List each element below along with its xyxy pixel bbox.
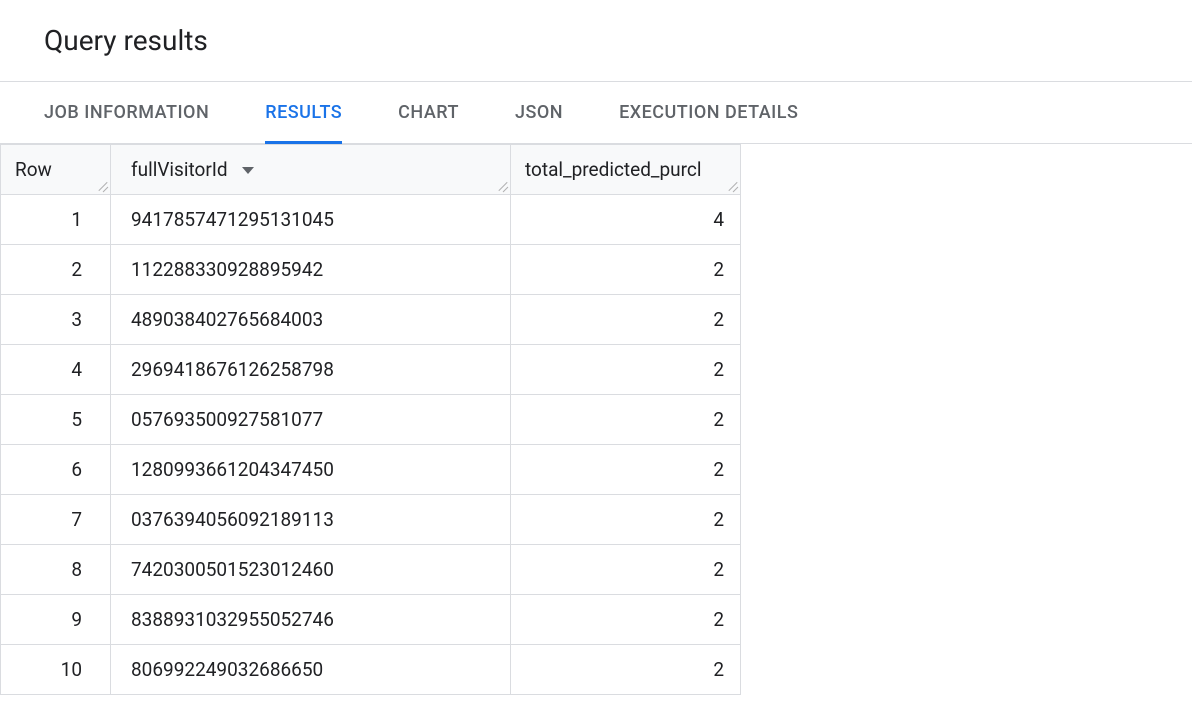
cell-row-number: 2 — [1, 245, 111, 295]
column-header-label: Row — [15, 158, 52, 181]
cell-row-number: 1 — [1, 195, 111, 245]
tab-job-information[interactable]: JOB INFORMATION — [44, 82, 209, 143]
table-row: 108069922490326866502 — [1, 645, 741, 695]
cell-fullvisitorid: 7420300501523012460 — [111, 545, 511, 595]
column-header-row[interactable]: Row — [1, 145, 111, 195]
cell-total-predicted: 2 — [511, 345, 741, 395]
tab-execution-details[interactable]: EXECUTION DETAILS — [619, 82, 798, 143]
table-row: 50576935009275810772 — [1, 395, 741, 445]
cell-total-predicted: 2 — [511, 445, 741, 495]
cell-fullvisitorid: 9417857471295131045 — [111, 195, 511, 245]
cell-total-predicted: 2 — [511, 545, 741, 595]
column-header-fullvisitorid[interactable]: fullVisitorId — [111, 145, 511, 195]
cell-total-predicted: 2 — [511, 645, 741, 695]
cell-row-number: 4 — [1, 345, 111, 395]
cell-fullvisitorid: 8388931032955052746 — [111, 595, 511, 645]
cell-row-number: 10 — [1, 645, 111, 695]
table-row: 21122883309288959422 — [1, 245, 741, 295]
cell-total-predicted: 2 — [511, 245, 741, 295]
cell-row-number: 7 — [1, 495, 111, 545]
column-header-label: fullVisitorId — [131, 158, 228, 181]
resize-handle-icon — [724, 178, 738, 192]
cell-row-number: 6 — [1, 445, 111, 495]
cell-fullvisitorid: 2969418676126258798 — [111, 345, 511, 395]
table-row: 703763940560921891132 — [1, 495, 741, 545]
table-row: 612809936612043474502 — [1, 445, 741, 495]
table-body: 1941785747129513104542112288330928895942… — [1, 195, 741, 695]
cell-fullvisitorid: 057693500927581077 — [111, 395, 511, 445]
resize-handle-icon — [494, 178, 508, 192]
cell-fullvisitorid: 1280993661204347450 — [111, 445, 511, 495]
column-header-label: total_predicted_purcl — [525, 158, 701, 181]
cell-fullvisitorid: 112288330928895942 — [111, 245, 511, 295]
cell-total-predicted: 2 — [511, 295, 741, 345]
cell-fullvisitorid: 806992249032686650 — [111, 645, 511, 695]
query-results-panel: Query results JOB INFORMATION RESULTS CH… — [0, 0, 1192, 695]
cell-total-predicted: 2 — [511, 395, 741, 445]
cell-fullvisitorid: 0376394056092189113 — [111, 495, 511, 545]
page-title: Query results — [0, 0, 1192, 81]
tab-results[interactable]: RESULTS — [265, 82, 342, 143]
cell-total-predicted: 2 — [511, 595, 741, 645]
table-row: 194178574712951310454 — [1, 195, 741, 245]
tab-chart[interactable]: CHART — [398, 82, 459, 143]
table-row: 34890384027656840032 — [1, 295, 741, 345]
cell-fullvisitorid: 489038402765684003 — [111, 295, 511, 345]
table-row: 983889310329550527462 — [1, 595, 741, 645]
column-header-total-predicted[interactable]: total_predicted_purcl — [511, 145, 741, 195]
cell-row-number: 9 — [1, 595, 111, 645]
cell-total-predicted: 4 — [511, 195, 741, 245]
table-header-row: Row fullVisitorId total_predicted_purcl — [1, 145, 741, 195]
results-table: Row fullVisitorId total_predicted_purcl — [0, 144, 741, 695]
table-row: 874203005015230124602 — [1, 545, 741, 595]
tab-json[interactable]: JSON — [515, 82, 563, 143]
tabs-bar: JOB INFORMATION RESULTS CHART JSON EXECU… — [0, 81, 1192, 144]
cell-total-predicted: 2 — [511, 495, 741, 545]
cell-row-number: 3 — [1, 295, 111, 345]
cell-row-number: 8 — [1, 545, 111, 595]
cell-row-number: 5 — [1, 395, 111, 445]
results-table-wrap: Row fullVisitorId total_predicted_purcl — [0, 144, 740, 695]
sort-desc-icon — [242, 167, 254, 174]
table-row: 429694186761262587982 — [1, 345, 741, 395]
resize-handle-icon — [94, 178, 108, 192]
